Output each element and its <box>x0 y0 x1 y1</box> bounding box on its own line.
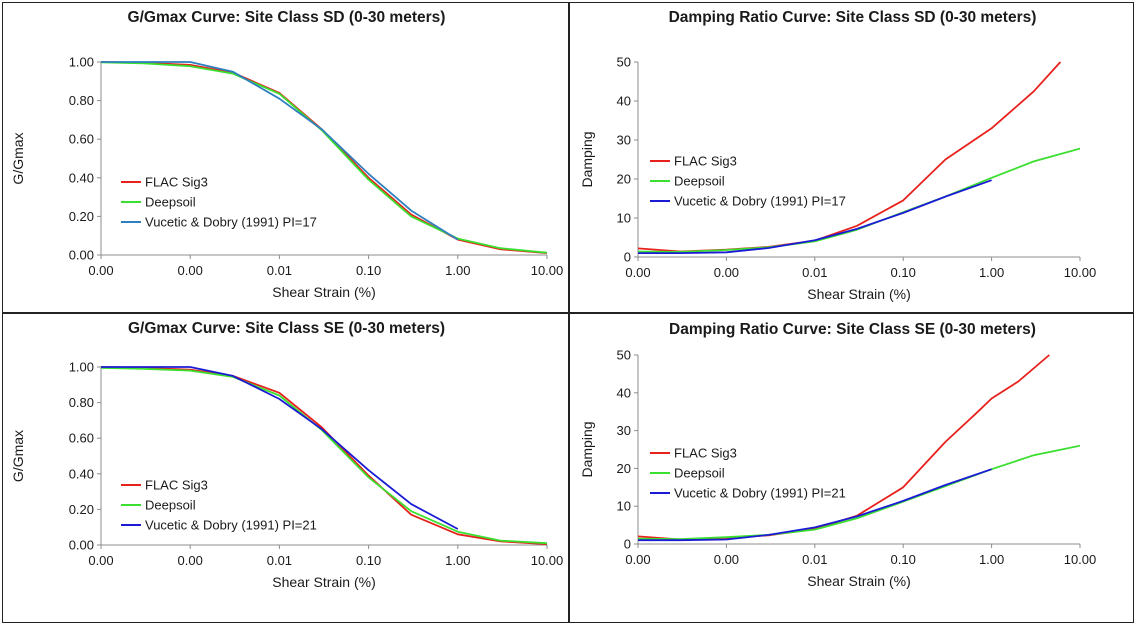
y-tick-label: 0.00 <box>69 248 94 263</box>
x-tick-label: 0.00 <box>714 265 739 280</box>
y-tick-label: 50 <box>617 55 631 70</box>
y-tick-label: 20 <box>617 461 631 476</box>
y-tick-label: 40 <box>617 94 631 109</box>
x-tick-label: 0.00 <box>88 263 113 278</box>
y-tick-label: 0.60 <box>69 132 94 147</box>
legend-label: FLAC Sig3 <box>145 478 208 493</box>
y-tick-label: 0.20 <box>69 209 94 224</box>
x-tick-label: 0.01 <box>267 553 292 568</box>
y-axis-label: Damping <box>579 421 595 477</box>
y-axis-label: G/Gmax <box>10 430 26 482</box>
x-axis-label: Shear Strain (%) <box>807 286 910 302</box>
chart-title: Damping Ratio Curve: Site Class SD (0-30… <box>669 9 1037 26</box>
y-tick-label: 0.00 <box>69 538 94 553</box>
x-tick-label: 1.00 <box>445 553 470 568</box>
chart-panel-ggmax-se: G/Gmax Curve: Site Class SE (0-30 meters… <box>2 313 569 623</box>
y-tick-label: 0 <box>624 537 631 552</box>
legend-label: Deepsoil <box>674 174 725 189</box>
x-tick-label: 0.01 <box>267 263 292 278</box>
x-tick-label: 0.10 <box>891 552 916 567</box>
y-tick-label: 0.80 <box>69 395 94 410</box>
y-tick-label: 0.40 <box>69 466 94 481</box>
y-axis-label: G/Gmax <box>10 132 26 184</box>
y-tick-label: 10 <box>617 211 631 226</box>
chart-title: G/Gmax Curve: Site Class SD (0-30 meters… <box>128 9 446 26</box>
legend-label: Vucetic & Dobry (1991) PI=21 <box>674 486 846 501</box>
x-tick-label: 10.00 <box>531 263 564 278</box>
series-line-3 <box>638 468 992 542</box>
chart-panel-damping-sd: Damping Ratio Curve: Site Class SD (0-30… <box>569 2 1134 313</box>
x-tick-label: 1.00 <box>979 265 1004 280</box>
x-tick-label: 0.01 <box>802 265 827 280</box>
x-tick-label: 0.10 <box>891 265 916 280</box>
legend-label: Deepsoil <box>674 466 725 481</box>
chart-svg: G/Gmax Curve: Site Class SD (0-30 meters… <box>10 9 564 300</box>
y-tick-label: 50 <box>617 348 631 363</box>
x-tick-label: 0.10 <box>356 553 381 568</box>
y-tick-label: 1.00 <box>69 360 94 375</box>
series-line-3 <box>101 366 459 530</box>
legend-label: Deepsoil <box>145 195 196 210</box>
x-tick-label: 0.00 <box>625 552 650 567</box>
x-tick-label: 10.00 <box>1064 265 1097 280</box>
x-tick-label: 10.00 <box>1064 552 1097 567</box>
legend-label: Vucetic & Dobry (1991) PI=21 <box>145 518 317 533</box>
x-tick-label: 0.00 <box>714 552 739 567</box>
chart-svg: Damping Ratio Curve: Site Class SD (0-30… <box>579 9 1097 302</box>
legend-label: Vucetic & Dobry (1991) PI=17 <box>674 194 846 209</box>
y-tick-label: 30 <box>617 133 631 148</box>
legend-label: FLAC Sig3 <box>674 154 737 169</box>
x-tick-label: 1.00 <box>979 552 1004 567</box>
x-tick-label: 0.00 <box>625 265 650 280</box>
series-line-3 <box>101 61 459 241</box>
y-tick-label: 20 <box>617 172 631 187</box>
x-axis-label: Shear Strain (%) <box>272 574 375 590</box>
y-tick-label: 40 <box>617 385 631 400</box>
x-tick-label: 1.00 <box>445 263 470 278</box>
series-line-2 <box>638 444 1080 540</box>
chart-title: G/Gmax Curve: Site Class SE (0-30 meters… <box>128 320 445 337</box>
chart-title: Damping Ratio Curve: Site Class SE (0-30… <box>669 321 1036 338</box>
legend-label: FLAC Sig3 <box>145 175 208 190</box>
x-tick-label: 0.00 <box>88 553 113 568</box>
y-tick-label: 0.40 <box>69 170 94 185</box>
y-tick-label: 0.20 <box>69 502 94 517</box>
chart-panel-ggmax-sd: G/Gmax Curve: Site Class SD (0-30 meters… <box>2 2 569 313</box>
series-line-3 <box>638 179 992 254</box>
x-axis-label: Shear Strain (%) <box>272 284 375 300</box>
y-tick-label: 1.00 <box>69 55 94 70</box>
chart-svg: G/Gmax Curve: Site Class SE (0-30 meters… <box>10 320 564 590</box>
x-tick-label: 0.00 <box>178 263 203 278</box>
x-tick-label: 0.01 <box>802 552 827 567</box>
y-axis-label: Damping <box>579 131 595 187</box>
x-tick-label: 10.00 <box>531 553 564 568</box>
x-axis-label: Shear Strain (%) <box>807 573 910 589</box>
chart-panel-damping-se: Damping Ratio Curve: Site Class SE (0-30… <box>569 313 1134 623</box>
legend-label: FLAC Sig3 <box>674 446 737 461</box>
legend-label: Deepsoil <box>145 498 196 513</box>
legend-label: Vucetic & Dobry (1991) PI=17 <box>145 215 317 230</box>
x-tick-label: 0.10 <box>356 263 381 278</box>
y-tick-label: 0.80 <box>69 93 94 108</box>
y-tick-label: 0.60 <box>69 431 94 446</box>
y-tick-label: 30 <box>617 423 631 438</box>
y-tick-label: 10 <box>617 499 631 514</box>
y-tick-label: 0 <box>624 250 631 265</box>
chart-svg: Damping Ratio Curve: Site Class SE (0-30… <box>579 321 1097 589</box>
x-tick-label: 0.00 <box>178 553 203 568</box>
